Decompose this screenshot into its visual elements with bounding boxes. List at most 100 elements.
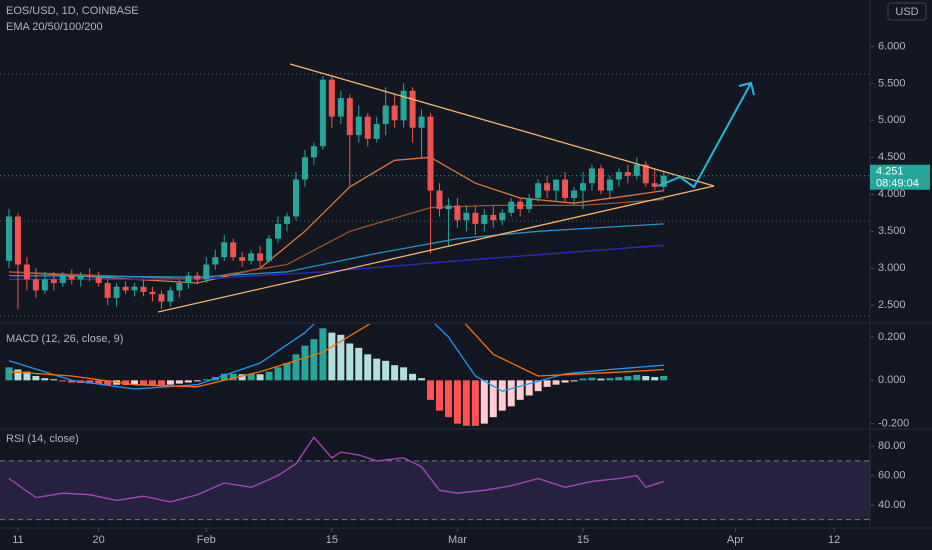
x-tick-label: Feb <box>197 534 216 546</box>
histogram-bar <box>579 378 587 381</box>
candle-body <box>257 253 264 261</box>
y-tick-label: 60.00 <box>878 469 906 481</box>
histogram-bar <box>59 380 67 382</box>
candle-body <box>382 105 389 125</box>
histogram-bar <box>516 380 524 400</box>
histogram-bar <box>131 380 139 385</box>
x-tick-label: 15 <box>577 534 589 546</box>
histogram-bar <box>265 371 273 381</box>
triangle-lower-line <box>157 185 715 313</box>
candle-body <box>660 175 667 187</box>
candle-body <box>328 79 335 117</box>
histogram-bar <box>68 380 76 383</box>
candle-body <box>588 168 595 184</box>
candle-body <box>544 183 551 191</box>
histogram-bar <box>157 380 165 386</box>
arrow-head <box>738 81 755 96</box>
histogram-bar <box>543 380 551 387</box>
histogram-bar <box>355 347 363 381</box>
candle-body <box>337 98 344 117</box>
y-tick-label: 3.500 <box>878 225 906 237</box>
y-tick-label: 0.200 <box>878 331 906 343</box>
candle-body <box>140 286 147 292</box>
rsi-line <box>8 436 664 503</box>
indicator-label: MACD (12, 26, close, 9) <box>6 333 123 345</box>
candle-body <box>571 190 578 198</box>
histogram-bar <box>552 380 560 385</box>
candle-body <box>606 179 613 191</box>
candle-body <box>104 283 111 298</box>
price-pane <box>5 75 667 309</box>
histogram-bar <box>41 378 49 381</box>
x-tick-label: 11 <box>12 534 23 546</box>
candle-body <box>346 98 353 136</box>
candle-body <box>41 279 48 291</box>
y-tick-label: 3.000 <box>878 262 906 274</box>
histogram-bar <box>444 380 452 418</box>
candle-body <box>553 179 560 191</box>
candle-body <box>5 216 12 261</box>
candle-body <box>185 275 192 284</box>
candle-body <box>86 275 93 278</box>
histogram-bar <box>364 354 372 381</box>
candle-body <box>149 291 156 295</box>
histogram-bar <box>391 365 399 381</box>
histogram-bar <box>561 380 569 383</box>
histogram-bar <box>606 378 614 381</box>
candle-body <box>445 205 452 210</box>
candle-body <box>194 275 201 280</box>
candle-body <box>266 238 273 261</box>
histogram-bar <box>507 380 515 407</box>
candle-body <box>355 116 362 136</box>
y-tick-label: 0.000 <box>878 374 906 386</box>
x-tick-label: 12 <box>828 534 840 546</box>
candle-body <box>23 264 30 280</box>
histogram-bar <box>319 328 327 381</box>
ema-line <box>9 244 664 280</box>
histogram-bar <box>175 380 183 384</box>
candle-body <box>400 90 407 121</box>
projection-arrow <box>657 82 752 189</box>
currency-badge[interactable] <box>887 2 927 21</box>
candle-body <box>579 183 586 191</box>
candle-body <box>490 214 497 221</box>
x-tick-label: Apr <box>727 534 744 546</box>
candle-body <box>651 183 658 187</box>
candle-body <box>517 201 524 210</box>
candle-body <box>32 279 39 291</box>
histogram-bar <box>525 380 533 396</box>
candle-body <box>615 172 622 180</box>
histogram-bar <box>50 379 58 381</box>
histogram-bar <box>633 374 641 381</box>
histogram-bar <box>418 378 426 381</box>
histogram-bar <box>229 373 237 381</box>
candle-body <box>427 116 434 191</box>
candle-body <box>562 179 569 198</box>
candle-body <box>239 257 246 261</box>
currency-label: USD <box>895 6 918 18</box>
histogram-bar <box>400 367 408 381</box>
histogram-bar <box>480 380 488 424</box>
histogram-bar <box>292 354 300 381</box>
histogram-bar <box>193 380 201 382</box>
y-tick-label: 6.000 <box>878 40 906 52</box>
histogram-bar <box>453 380 461 424</box>
y-tick-label: 40.00 <box>878 499 906 511</box>
candle-body <box>158 294 165 302</box>
histogram-bar <box>32 376 40 381</box>
histogram-bar <box>148 380 156 386</box>
candle-body <box>409 90 416 128</box>
y-tick-label: 80.00 <box>878 440 906 452</box>
y-tick-label: 5.500 <box>878 77 906 89</box>
histogram-bar <box>184 380 192 383</box>
candle-body <box>203 264 210 280</box>
candle-body <box>472 212 479 224</box>
x-tick-label: 20 <box>93 534 105 546</box>
histogram-bar <box>274 367 282 381</box>
histogram-bar <box>14 369 22 381</box>
candle-body <box>508 201 515 213</box>
candle-body <box>319 79 326 147</box>
candle-body <box>14 216 21 265</box>
candle-body <box>122 286 129 291</box>
